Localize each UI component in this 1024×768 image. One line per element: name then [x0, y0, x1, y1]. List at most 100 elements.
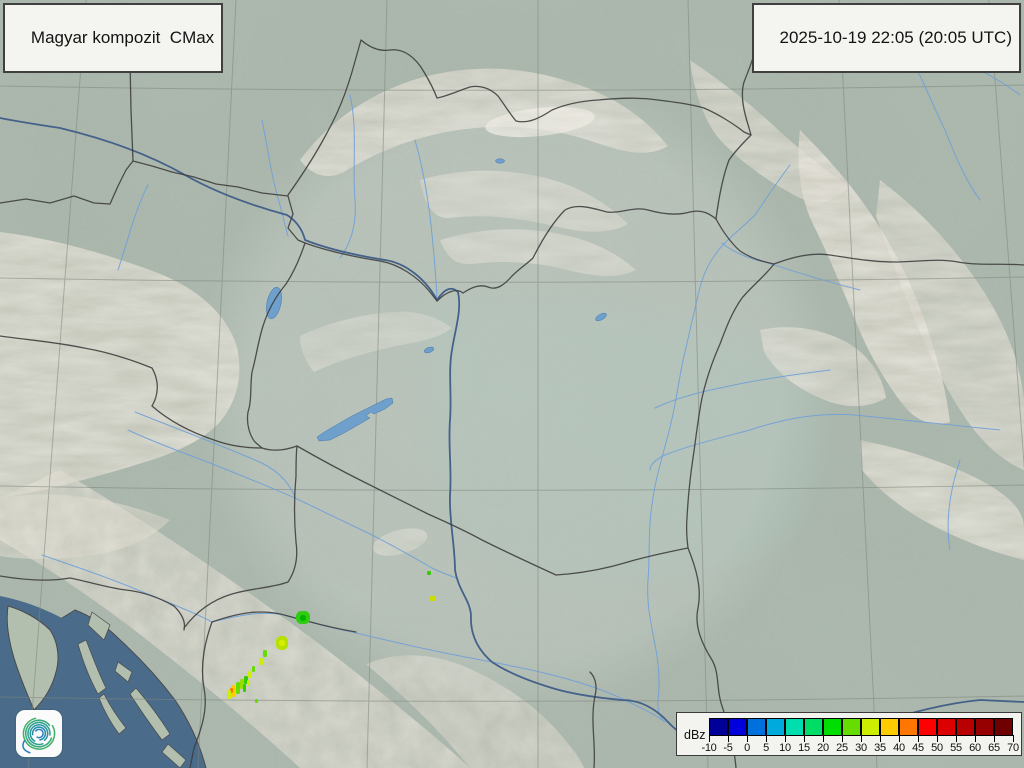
- border-ro-ua: [773, 253, 1024, 266]
- parallel: [0, 84, 1024, 91]
- legend-tick: [766, 735, 767, 742]
- legend-cell: [747, 718, 766, 736]
- legend-tick: [975, 735, 976, 742]
- border-it-at-si: [0, 335, 263, 449]
- island: [161, 743, 187, 768]
- legend-tick-label: 25: [836, 742, 848, 754]
- river-tisza: [647, 164, 791, 723]
- radar-echo: [263, 650, 267, 657]
- meridian: [687, 0, 709, 768]
- legend-cell: [880, 718, 899, 736]
- lake-liptov: [495, 158, 505, 164]
- river-hron: [414, 139, 438, 299]
- spiral-logo-icon: [22, 717, 56, 754]
- river-mura: [134, 411, 296, 498]
- border-hu-hr: [296, 445, 557, 576]
- radar-echo: [236, 682, 240, 694]
- legend-tick: [918, 735, 919, 742]
- meridian: [988, 0, 1024, 471]
- legend-tick: [1013, 735, 1014, 742]
- border-cz-at: [0, 160, 289, 205]
- timestamp-label: 2025-10-19 22:05 (20:05 UTC): [779, 28, 1012, 47]
- legend-color-cells: [709, 718, 1013, 736]
- country-borders: [0, 7, 1024, 768]
- legend-cell: [937, 718, 956, 736]
- dbz-legend: dBz -10 -5 0 5 10 15 20 25 30 35 40 45 50 55 60 65 70: [676, 712, 1022, 756]
- legend-tick-label: 65: [988, 742, 1000, 754]
- radar-echo: [259, 658, 263, 665]
- meridian: [366, 0, 388, 768]
- radar-echo: [243, 684, 246, 692]
- legend-tick: [785, 735, 786, 742]
- border-at-sk: [287, 195, 306, 244]
- radar-echo: [247, 680, 250, 686]
- border-rs-ba-drina: [589, 671, 597, 768]
- border-hr-ba-una: [189, 621, 213, 768]
- radar-echo: [248, 671, 251, 678]
- legend-tick-label: 5: [763, 742, 769, 754]
- lake-balaton: [316, 397, 394, 442]
- radar-echo: [279, 640, 285, 646]
- legend-tick: [899, 735, 900, 742]
- border-sk-hu: [304, 205, 717, 302]
- parallel: [0, 695, 1024, 702]
- legend-tick-label: 70: [1007, 742, 1019, 754]
- border-hu-ua: [715, 218, 775, 265]
- legend-tick-label: 60: [969, 742, 981, 754]
- border-cz-sk-pl: [287, 39, 752, 196]
- legend-cell: [899, 718, 918, 736]
- legend-cell: [766, 718, 785, 736]
- product-title-box: Magyar kompozit CMax: [3, 3, 224, 73]
- legend-tick-label: -5: [723, 742, 733, 754]
- river-morava: [261, 119, 289, 237]
- legend-tick-label: -10: [701, 742, 717, 754]
- legend-cell: [918, 718, 937, 736]
- istria-peninsula: [6, 605, 59, 711]
- adriatic-sea-group: [0, 596, 207, 768]
- parallel: [0, 276, 1024, 283]
- border-si-hr-east: [183, 445, 298, 629]
- legend-tick: [728, 735, 729, 742]
- legend-tick: [861, 735, 862, 742]
- border-hr-ba-sava: [211, 611, 357, 633]
- legend-tick-label: 10: [779, 742, 791, 754]
- product-title: Magyar kompozit CMax: [30, 28, 215, 47]
- legend-cell: [823, 718, 842, 736]
- legend-unit-label: dBz: [684, 728, 706, 742]
- meridian: [197, 0, 237, 768]
- legend-tick-label: 20: [817, 742, 829, 754]
- legend-tick-label: 15: [798, 742, 810, 754]
- island: [77, 639, 107, 695]
- legend-tick: [880, 735, 881, 742]
- legend-tick: [709, 735, 710, 742]
- legend-tick-label: 40: [893, 742, 905, 754]
- island: [98, 693, 127, 735]
- meridian: [838, 0, 878, 768]
- legend-tick-label: 35: [874, 742, 886, 754]
- island: [129, 687, 171, 741]
- legend-cell: [861, 718, 880, 736]
- radar-echo: [227, 690, 231, 699]
- river-vah: [339, 94, 356, 259]
- legend-tick: [747, 735, 748, 742]
- island: [114, 661, 133, 683]
- legend-tick: [804, 735, 805, 742]
- river-koros: [654, 369, 831, 409]
- legend-cell: [804, 718, 823, 736]
- legend-tick: [937, 735, 938, 742]
- legend-cell: [842, 718, 861, 736]
- parallel: [0, 484, 1024, 491]
- border-at-hu: [246, 242, 306, 451]
- island: [87, 611, 111, 641]
- legend-cell: [994, 718, 1013, 736]
- legend-cell: [709, 718, 728, 736]
- legend-tick-label: 30: [855, 742, 867, 754]
- legend-tick: [842, 735, 843, 742]
- radar-echo: [300, 615, 306, 621]
- border-hu-rs: [555, 547, 689, 576]
- radar-echo: [255, 699, 258, 703]
